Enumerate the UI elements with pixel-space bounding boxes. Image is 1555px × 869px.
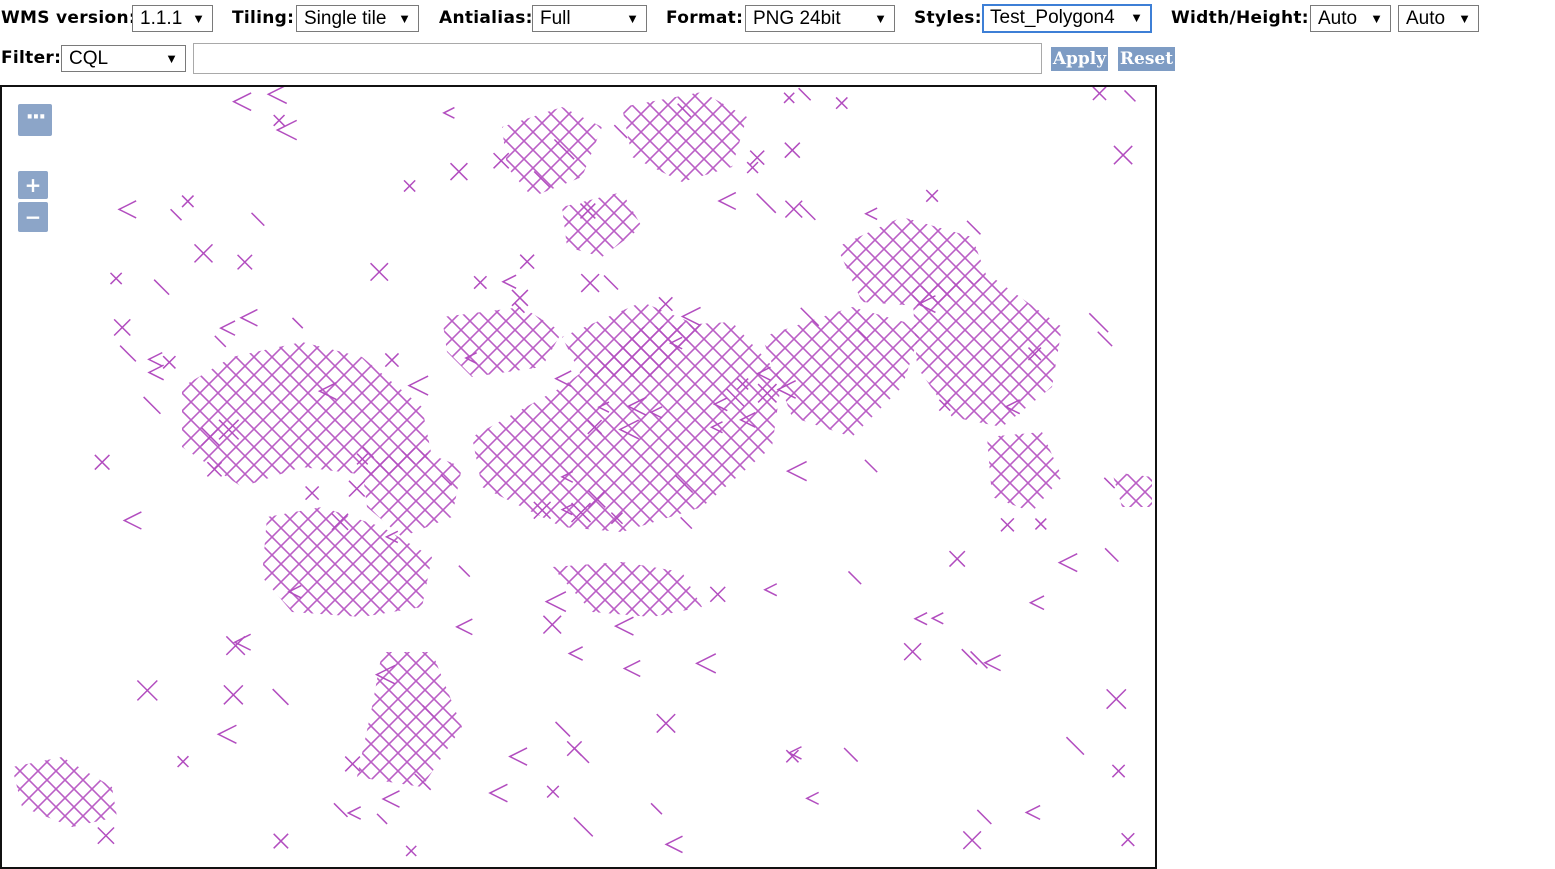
chevron-down-icon: ▼	[1370, 11, 1383, 26]
map-hatch-layer	[12, 87, 1152, 857]
wms-version-label: WMS version:	[1, 8, 136, 28]
reset-button[interactable]: Reset	[1118, 47, 1175, 71]
format-select[interactable]: PNG 24bit ▼	[745, 5, 895, 32]
styles-value: Test_Polygon4	[990, 7, 1115, 28]
chevron-down-icon: ▼	[1130, 10, 1143, 25]
tiling-value: Single tile	[304, 8, 387, 29]
zoom-out-button[interactable]: −	[18, 202, 48, 232]
antialias-label: Antialias:	[439, 8, 533, 28]
height-select[interactable]: Auto ▼	[1398, 5, 1479, 32]
map-viewport[interactable]: ··· + −	[0, 85, 1157, 869]
chevron-down-icon: ▼	[165, 51, 178, 66]
width-value: Auto	[1318, 8, 1358, 29]
zoom-in-button[interactable]: +	[18, 171, 48, 199]
tiling-select[interactable]: Single tile ▼	[296, 5, 419, 32]
antialias-select[interactable]: Full ▼	[532, 5, 647, 32]
wms-version-value: 1.1.1	[140, 8, 183, 29]
apply-button[interactable]: Apply	[1051, 47, 1108, 71]
filter-label: Filter:	[1, 48, 62, 68]
filter-input[interactable]	[193, 43, 1042, 74]
tiling-label: Tiling:	[232, 8, 295, 28]
chevron-down-icon: ▼	[192, 11, 205, 26]
wms-version-select[interactable]: 1.1.1 ▼	[132, 5, 213, 32]
chevron-down-icon: ▼	[1458, 11, 1471, 26]
width-height-label: Width/Height:	[1171, 8, 1309, 28]
chevron-down-icon: ▼	[626, 11, 639, 26]
height-value: Auto	[1406, 8, 1446, 29]
styles-label: Styles:	[914, 8, 982, 28]
format-value: PNG 24bit	[753, 8, 841, 29]
filter-type-value: CQL	[69, 48, 109, 69]
layer-switcher-button[interactable]: ···	[18, 104, 52, 136]
styles-select[interactable]: Test_Polygon4 ▼	[982, 4, 1152, 33]
antialias-value: Full	[540, 8, 571, 29]
chevron-down-icon: ▼	[874, 11, 887, 26]
width-select[interactable]: Auto ▼	[1310, 5, 1391, 32]
format-label: Format:	[666, 8, 744, 28]
chevron-down-icon: ▼	[398, 11, 411, 26]
filter-type-select[interactable]: CQL ▼	[61, 45, 186, 72]
